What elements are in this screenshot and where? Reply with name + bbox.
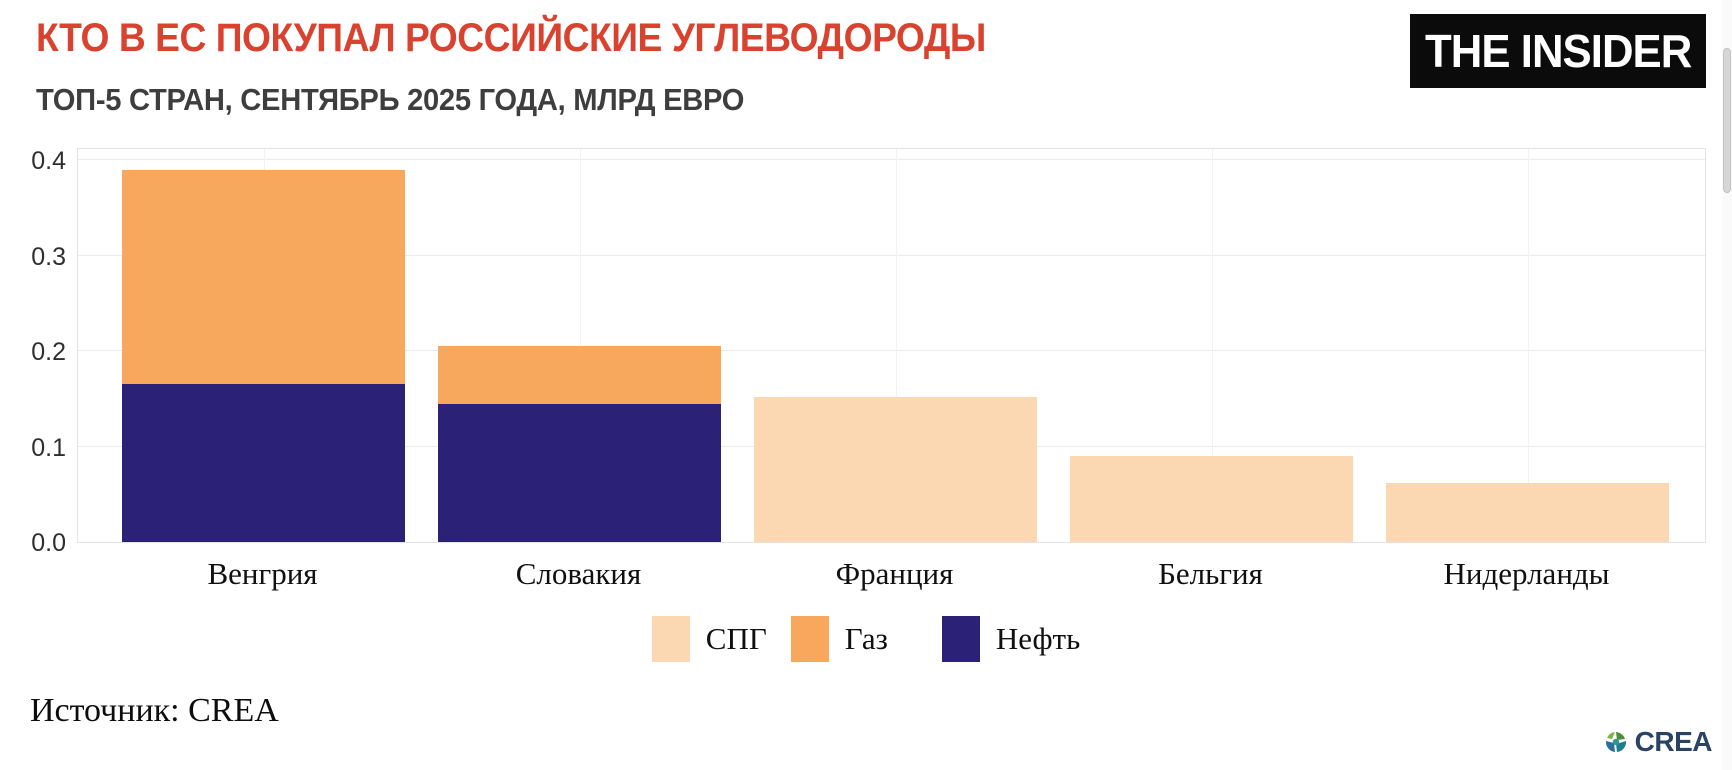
legend-label: Газ: [844, 621, 888, 656]
x-label-Нидерланды: Нидерланды: [1443, 556, 1610, 591]
x-label-Венгрия: Венгрия: [207, 556, 318, 591]
bar-segment-Нефть: [122, 384, 405, 542]
bar-segment-Газ: [122, 169, 405, 385]
y-tick-label: 0.3: [31, 242, 66, 271]
gridline-y-0.3: [78, 254, 1705, 256]
x-label-Бельгия: Бельгия: [1158, 556, 1263, 591]
bar-Франция: [754, 396, 1037, 542]
gridline-y-0.4: [78, 159, 1705, 160]
gridline-x: [1527, 149, 1529, 542]
gridline-x: [1211, 149, 1213, 542]
y-tick-label: 0.1: [31, 433, 66, 462]
legend-swatch-Нефть: [941, 616, 980, 662]
legend-swatch-Газ: [790, 616, 829, 662]
bar-Нидерланды: [1386, 482, 1669, 542]
legend-item-Нефть: Нефть: [941, 616, 1081, 662]
crea-logo-text: CREA: [1634, 726, 1713, 757]
gridline-y-0.2: [78, 350, 1705, 351]
legend: СПГ Газ Нефть: [0, 616, 1732, 662]
the-insider-logo: THE INSIDER: [1410, 14, 1706, 88]
scrollbar-track[interactable]: [1722, 0, 1732, 770]
bar-segment-Нефть: [438, 403, 721, 542]
x-label-Франция: Франция: [835, 556, 954, 591]
crea-logo: CREA: [1603, 726, 1713, 758]
legend-item-Газ: Газ: [790, 616, 888, 662]
gridline-x: [895, 149, 897, 542]
the-insider-logo-text: THE INSIDER: [1424, 25, 1692, 77]
gridline-x: [579, 149, 581, 542]
y-tick-label: 0.4: [31, 147, 66, 175]
legend-swatch-СПГ: [651, 616, 690, 662]
scrollbar-thumb[interactable]: [1723, 48, 1731, 193]
legend-label: Нефть: [995, 621, 1081, 656]
chart-title: КТО В ЕС ПОКУПАЛ РОССИЙСКИЕ УГЛЕВОДОРОДЫ: [36, 16, 986, 60]
chart-subtitle: ТОП-5 СТРАН, СЕНТЯБРЬ 2025 ГОДА, МЛРД ЕВ…: [36, 82, 745, 117]
source-text: Источник: CREA: [30, 692, 279, 729]
bar-segment-СПГ: [754, 396, 1037, 542]
y-tick-label: 0.2: [31, 338, 66, 366]
legend-label: СПГ: [705, 621, 767, 656]
bar-segment-СПГ: [1070, 456, 1353, 542]
y-tick-label: 0.0: [31, 529, 66, 557]
bar-Словакия: [438, 346, 721, 542]
x-label-Словакия: Словакия: [515, 556, 642, 591]
plot-area: [77, 148, 1706, 543]
bar-Бельгия: [1070, 456, 1353, 542]
crea-icon: [1603, 729, 1629, 755]
legend-item-СПГ: СПГ: [651, 616, 767, 662]
bar-segment-СПГ: [1386, 482, 1669, 542]
bar-Венгрия: [122, 169, 405, 542]
bar-segment-Газ: [438, 346, 721, 404]
